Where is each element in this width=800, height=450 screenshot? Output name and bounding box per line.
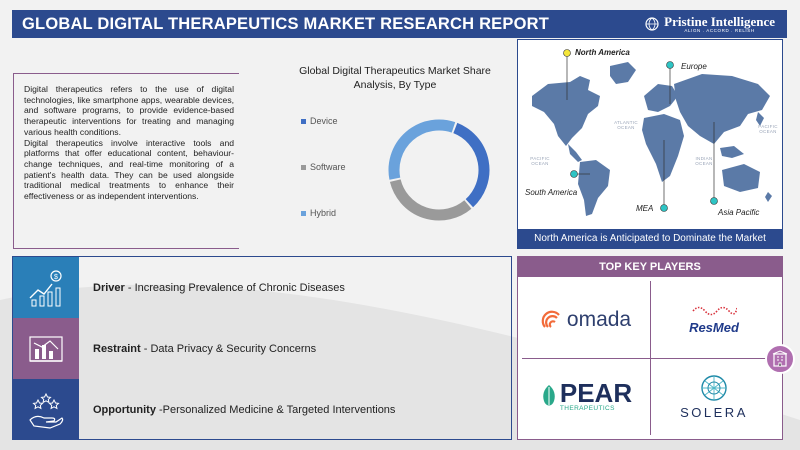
brand-logo: Pristine Intelligence ALIGN . ACCORD . R… — [645, 15, 775, 34]
legend-item-device: Device — [301, 116, 338, 126]
chart-title: Global Digital Therapeutics Market Share… — [299, 65, 491, 91]
driver-icon-tile: $ — [13, 257, 79, 318]
svg-text:$: $ — [54, 274, 58, 281]
restraint-row: Restraint - Data Privacy & Security Conc… — [13, 318, 511, 379]
greenland-landmass — [610, 62, 636, 84]
solera-wordmark: SOLERA — [680, 404, 748, 420]
ocean-label-indian: INDIAN OCEAN — [695, 156, 713, 166]
brand-tagline: ALIGN . ACCORD . RELISH — [684, 27, 755, 33]
asia-pacific-marker — [710, 197, 718, 205]
ocean-label-pacific-west: PACIFIC OCEAN — [530, 156, 550, 166]
legend-item-hybrid: Hybrid — [301, 208, 336, 218]
southeast-asia-islands — [720, 146, 744, 158]
africa-landmass — [642, 114, 684, 182]
north-america-marker — [563, 49, 571, 57]
driver-label: Driver — [93, 281, 125, 294]
market-description: Digital therapeutics refers to the use o… — [24, 84, 234, 202]
report-title: GLOBAL DIGITAL THERAPEUTICS MARKET RESEA… — [22, 14, 550, 33]
opportunity-text: Opportunity -Personalized Medicine & Tar… — [79, 404, 395, 416]
opportunity-icon-tile — [13, 379, 79, 440]
growth-chart-icon: $ — [29, 269, 62, 306]
players-grid: omada ResMed PEAR THERAPEUTICS S — [522, 281, 778, 435]
donut-chart — [388, 119, 490, 221]
ocean-label-pacific-east: PACIFIC OCEAN — [758, 124, 778, 134]
legend-swatch-software — [301, 164, 306, 170]
region-label-europe: Europe — [681, 62, 707, 71]
north-america-landmass — [532, 76, 600, 146]
donut-slice-hybrid — [388, 119, 456, 180]
donut-slice-device — [453, 122, 490, 208]
opportunity-label: Opportunity — [93, 403, 156, 416]
dro-panel: $ Driver - Increasing Prevalence of Chro… — [12, 256, 512, 440]
restraint-description: - Data Privacy & Security Concerns — [140, 342, 317, 355]
region-label-asia-pacific: Asia Pacific — [718, 208, 760, 217]
legend-label-device: Device — [310, 116, 338, 126]
restraint-icon-tile — [13, 318, 79, 379]
brand-name: Pristine Intelligence — [664, 13, 775, 29]
building-icon — [772, 350, 788, 367]
hand-stars-icon — [29, 392, 64, 429]
restraint-text: Restraint - Data Privacy & Security Conc… — [79, 343, 316, 355]
restraint-label: Restraint — [93, 342, 141, 355]
ocean-label-atlantic: ATLANTIC OCEAN — [614, 120, 638, 130]
japan-landmass — [756, 112, 764, 126]
player-pear: PEAR THERAPEUTICS — [522, 358, 650, 435]
legend-label-hybrid: Hybrid — [310, 208, 337, 218]
new-zealand-landmass — [765, 192, 772, 202]
corner-badge — [765, 344, 795, 374]
players-divider-horizontal — [522, 358, 778, 359]
legend-item-software: Software — [301, 162, 346, 172]
map-caption: North America is Anticipated to Dominate… — [518, 229, 782, 248]
pear-wordmark: PEAR — [559, 378, 633, 409]
driver-row: $ Driver - Increasing Prevalence of Chro… — [13, 257, 511, 318]
description-bracket — [13, 73, 239, 249]
donut-slice-software — [389, 179, 472, 221]
players-title: TOP KEY PLAYERS — [518, 257, 782, 277]
report-header: GLOBAL DIGITAL THERAPEUTICS MARKET RESEA… — [12, 10, 787, 38]
driver-text: Driver - Increasing Prevalence of Chroni… — [79, 282, 345, 294]
description-paragraph-1: Digital therapeutics refers to the use o… — [24, 84, 234, 137]
player-solera: SOLERA — [650, 358, 778, 435]
brand-globe-icon — [645, 17, 659, 31]
world-map — [532, 49, 772, 216]
central-america-landmass — [568, 144, 582, 162]
solera-globe-icon — [701, 374, 727, 401]
resmed-wordmark: ResMed — [689, 320, 739, 335]
top-key-players-panel: TOP KEY PLAYERS omada ResMed PEAR THERAP… — [517, 256, 783, 440]
europe-landmass — [644, 84, 678, 112]
pear-subtitle: THERAPEUTICS — [559, 405, 615, 413]
south-america-marker — [570, 170, 578, 178]
player-omada: omada — [522, 281, 650, 358]
resmed-wave-icon — [692, 306, 737, 316]
description-paragraph-2: Digital therapeutics involve interactive… — [24, 137, 234, 202]
south-america-landmass — [578, 160, 610, 216]
europe-marker — [666, 61, 674, 69]
region-label-north-america: North America — [575, 48, 630, 57]
region-label-south-america: South America — [525, 188, 578, 197]
asia-landmass — [674, 74, 770, 144]
opportunity-description: -Personalized Medicine & Targeted Interv… — [155, 403, 396, 416]
player-resmed: ResMed — [650, 281, 778, 358]
legend-swatch-hybrid — [301, 210, 306, 216]
omada-logo-icon — [541, 310, 560, 328]
driver-description: - Increasing Prevalence of Chronic Disea… — [124, 281, 345, 294]
legend-label-software: Software — [310, 162, 346, 172]
restraint-chart-icon — [29, 335, 63, 362]
pear-logo-icon — [543, 384, 555, 405]
australia-landmass — [722, 164, 760, 192]
opportunity-row: Opportunity -Personalized Medicine & Tar… — [13, 379, 511, 440]
mea-marker — [660, 204, 668, 212]
world-map-panel: North America Europe South America MEA A… — [517, 39, 783, 249]
region-label-mea: MEA — [636, 204, 654, 213]
omada-wordmark: omada — [566, 307, 632, 331]
legend-swatch-device — [301, 118, 306, 124]
